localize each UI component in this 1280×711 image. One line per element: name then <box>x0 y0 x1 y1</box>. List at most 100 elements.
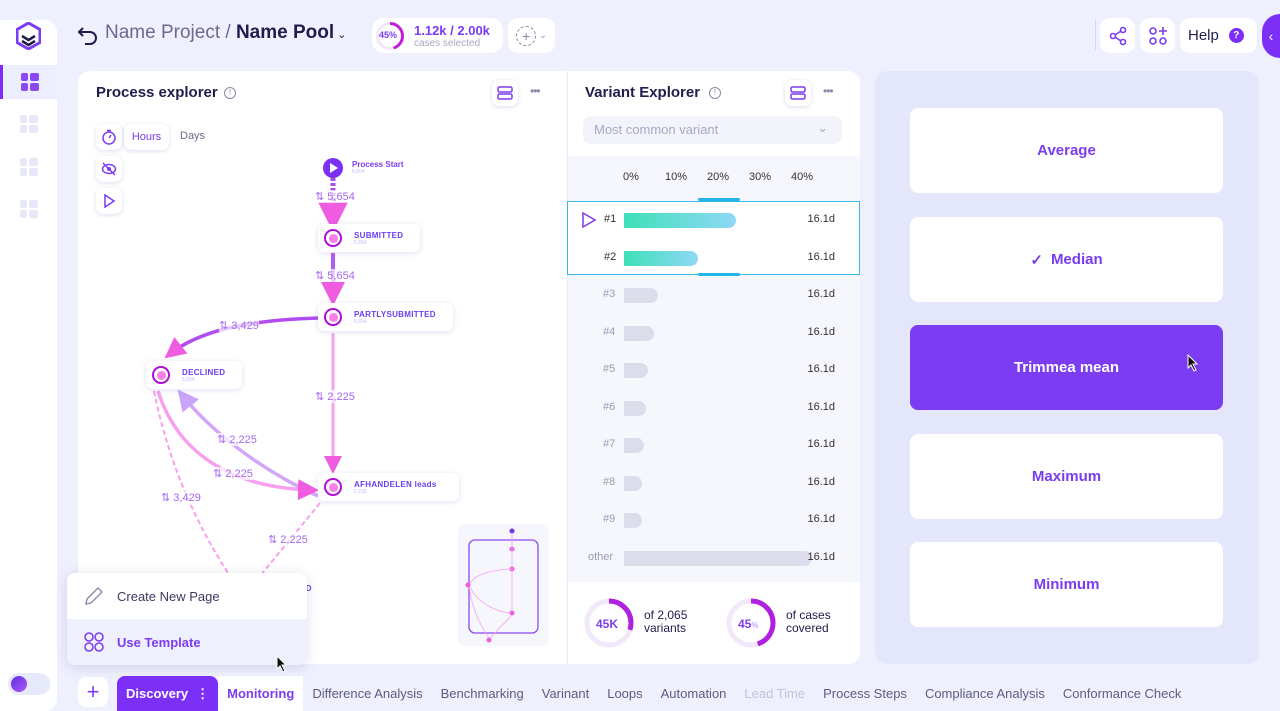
variant-row[interactable]: other 16.1d <box>568 539 860 576</box>
layout-toggle-button[interactable] <box>492 80 518 106</box>
selection-chip[interactable]: 45% 1.12k / 2.00k cases selected <box>372 18 503 53</box>
play-button[interactable] <box>96 188 122 214</box>
tab-lead-time[interactable]: Lead Time <box>744 686 806 701</box>
node-declined[interactable]: DECLINED 5,654 <box>146 361 242 389</box>
sidebar-item-4[interactable] <box>0 192 57 226</box>
more-options-icon[interactable]: ••• <box>823 84 834 98</box>
project-name[interactable]: Name Project <box>105 22 221 43</box>
info-icon[interactable]: ! <box>224 87 236 99</box>
app-logo-icon <box>16 22 41 50</box>
variant-bar <box>624 363 648 378</box>
variant-duration: 16.1d <box>807 213 835 225</box>
add-page-button[interactable]: + <box>78 677 108 707</box>
sidebar-item-3[interactable] <box>0 150 57 184</box>
aggregation-trimmed-mean[interactable]: Trimmea mean <box>910 325 1223 410</box>
sidebar <box>0 20 57 711</box>
tab-benchmarking[interactable]: Benchmarking <box>440 686 524 701</box>
kebab-icon[interactable]: ⋮ <box>196 685 210 701</box>
pencil-icon <box>85 587 103 605</box>
tab-loops[interactable]: Loops <box>607 686 643 701</box>
variant-duration: 16.1d <box>807 438 835 450</box>
edge-label: ⇅ 3,429 <box>219 319 259 332</box>
aggregation-median[interactable]: ✓ Median <box>910 217 1223 302</box>
variant-row[interactable]: #7 16.1d <box>568 426 860 463</box>
variant-row[interactable]: #6 16.1d <box>568 389 860 426</box>
help-label: Help <box>1188 27 1219 44</box>
collapse-panel-button[interactable]: ‹ <box>1262 14 1280 58</box>
info-icon[interactable]: ! <box>709 87 721 99</box>
separator: / <box>225 22 231 43</box>
variant-rank: #3 <box>603 288 616 300</box>
chevron-down-icon[interactable]: ⌄ <box>334 29 347 41</box>
tab-varinant[interactable]: Varinant <box>541 686 590 701</box>
variant-select[interactable]: Most common variant ⌄ <box>583 116 842 144</box>
menu-create-new-page[interactable]: Create New Page <box>67 573 307 619</box>
sidebar-item-2[interactable] <box>0 107 57 141</box>
variant-rank: #8 <box>603 475 616 488</box>
tab-compliance-analysis[interactable]: Compliance Analysis <box>924 686 1045 701</box>
more-options-icon[interactable]: ••• <box>530 84 541 98</box>
variants-ring <box>584 598 634 648</box>
variant-row[interactable]: #5 16.1d <box>568 351 860 388</box>
variant-row[interactable]: #8 16.1d <box>568 464 860 501</box>
variant-row[interactable]: #3 16.1d <box>568 276 860 313</box>
apps-add-icon <box>1148 26 1167 45</box>
edge-label: ⇅ 5,654 <box>315 190 355 203</box>
tab-difference-analysis[interactable]: Difference Analysis <box>312 686 423 701</box>
theme-toggle[interactable] <box>8 673 50 695</box>
variant-rank: #4 <box>603 325 616 338</box>
tab-monitoring[interactable]: Monitoring <box>218 676 304 711</box>
menu-use-template[interactable]: Use Template <box>67 619 307 665</box>
hide-button[interactable] <box>96 156 122 182</box>
grid-icon <box>19 200 38 218</box>
activity-icon <box>324 478 342 496</box>
edge-label: ⇅ 2,225 <box>268 533 308 546</box>
variant-duration: 16.1d <box>807 550 835 563</box>
chevron-down-icon: ⌄ <box>539 30 547 40</box>
timer-button[interactable] <box>96 124 122 150</box>
play-variant-icon[interactable] <box>581 212 597 228</box>
breadcrumb[interactable]: Name Project / Name Pool ⌄ <box>105 22 346 44</box>
tab-conformance-check[interactable]: Conformance Check <box>1062 686 1182 701</box>
template-icon <box>84 632 104 652</box>
variant-row[interactable]: #1 16.1d <box>568 201 860 238</box>
unit-hours[interactable]: Hours <box>124 124 169 150</box>
edge-label: ⇅ 3,429 <box>161 491 201 504</box>
add-filter-button[interactable]: + ⌄ <box>508 18 555 53</box>
variant-duration: 16.1d <box>807 288 835 300</box>
aggregation-maximum[interactable]: Maximum <box>910 434 1223 519</box>
mouse-cursor-icon <box>276 655 288 673</box>
variant-row[interactable]: #2 16.1d <box>568 239 860 276</box>
aggregation-average[interactable]: Average <box>910 108 1223 193</box>
page-tabs: Discovery ⋮ Monitoring Difference Analysi… <box>117 676 1190 711</box>
node-submitted[interactable]: SUBMITTED 5,654 <box>318 224 420 252</box>
pool-name[interactable]: Name Pool <box>235 22 335 43</box>
sidebar-item-dashboard[interactable] <box>0 65 57 99</box>
undo-icon[interactable] <box>77 25 99 45</box>
variant-rank: #1 <box>604 213 617 225</box>
minimap[interactable] <box>458 524 549 646</box>
node-afhandelen-leads[interactable]: AFHANDELEN leads 2,225 <box>318 473 459 501</box>
unit-days[interactable]: Days <box>180 130 206 142</box>
edge-label: ⇅ 2,225 <box>213 467 253 480</box>
variant-row[interactable]: #9 16.1d <box>568 501 860 538</box>
tab-discovery[interactable]: Discovery ⋮ <box>117 676 219 711</box>
help-button[interactable]: Help? <box>1180 18 1257 53</box>
range-handle-bottom[interactable] <box>698 273 740 276</box>
tab-process-steps[interactable]: Process Steps <box>823 686 907 701</box>
variant-duration: 16.1d <box>807 400 835 413</box>
play-icon <box>104 194 116 208</box>
add-widget-button[interactable] <box>1140 18 1175 53</box>
divider <box>1095 20 1096 50</box>
node-partlysubmitted[interactable]: PARTLYSUBMITTED 5,654 <box>318 303 453 331</box>
activity-icon <box>152 366 170 384</box>
process-start-label[interactable]: Process Start 5,654 <box>352 160 404 175</box>
tab-automation[interactable]: Automation <box>660 686 727 701</box>
share-button[interactable] <box>1100 18 1135 53</box>
variant-row[interactable]: #4 16.1d <box>568 314 860 351</box>
add-filter-icon: + <box>516 25 537 46</box>
range-handle-top[interactable] <box>698 198 740 201</box>
layout-toggle-button[interactable] <box>785 80 811 106</box>
variant-bar <box>624 400 646 416</box>
aggregation-minimum[interactable]: Minimum <box>910 542 1223 627</box>
